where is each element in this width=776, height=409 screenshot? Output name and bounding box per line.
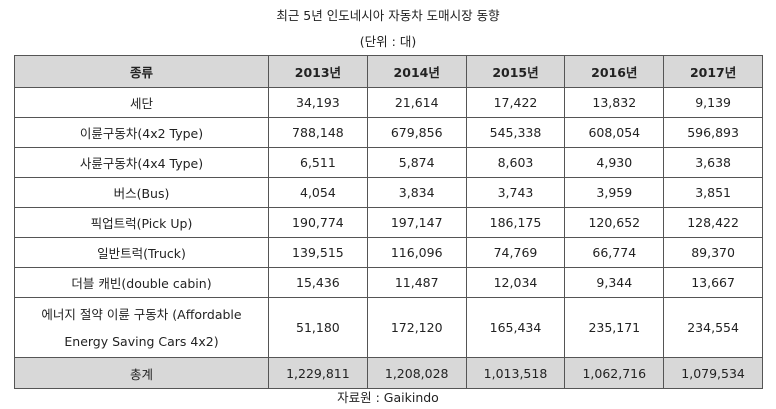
total-cell: 1,208,028: [366, 357, 467, 389]
table-cell: 13,667: [663, 267, 763, 298]
row-label: 이륜구동차(4x2 Type): [14, 117, 269, 148]
table-cell: 15,436: [268, 267, 368, 298]
document-title: 최근 5년 인도네시아 자동차 도매시장 동향: [276, 8, 500, 23]
table-cell: 34,193: [268, 87, 368, 118]
sales-table: 종류 2013년 2014년 2015년 2016년 2017년 세단 34,1…: [14, 55, 763, 389]
table-cell: 679,856: [366, 117, 467, 148]
table-cell: 165,434: [465, 297, 566, 358]
row-label: 더블 캐빈(double cabin): [14, 267, 269, 298]
table-cell: 12,034: [465, 267, 566, 298]
table-cell: 21,614: [366, 87, 467, 118]
row-label: 버스(Bus): [14, 177, 269, 208]
row-label: 에너지 절약 이륜 구동차 (Affordable Energy Saving …: [14, 297, 269, 358]
table-cell: 234,554: [663, 297, 763, 358]
total-cell: 1,229,811: [268, 357, 368, 389]
row-label: 픽업트럭(Pick Up): [14, 207, 269, 238]
source-note: 자료원 : Gaikindo: [337, 390, 439, 405]
table-cell: 186,175: [465, 207, 566, 238]
table-cell: 3,851: [663, 177, 763, 208]
total-cell: 1,062,716: [564, 357, 665, 389]
table-cell: 11,487: [366, 267, 467, 298]
table-cell: 128,422: [663, 207, 763, 238]
table-cell: 116,096: [366, 237, 467, 268]
column-header-2016: 2016년: [564, 55, 665, 88]
table-header-row: 종류 2013년 2014년 2015년 2016년 2017년: [14, 55, 763, 88]
table-cell: 172,120: [366, 297, 467, 358]
table-cell: 545,338: [465, 117, 566, 148]
table-row: 세단 34,193 21,614 17,422 13,832 9,139: [14, 87, 763, 118]
column-header-2017: 2017년: [663, 55, 763, 88]
total-row: 총계 1,229,811 1,208,028 1,013,518 1,062,7…: [14, 357, 763, 389]
table-cell: 66,774: [564, 237, 665, 268]
table-row: 일반트럭(Truck) 139,515 116,096 74,769 66,77…: [14, 237, 763, 268]
table-row: 버스(Bus) 4,054 3,834 3,743 3,959 3,851: [14, 177, 763, 208]
row-label: 사륜구동차(4x4 Type): [14, 147, 269, 178]
table-cell: 5,874: [366, 147, 467, 178]
table-cell: 788,148: [268, 117, 368, 148]
column-header-2014: 2014년: [366, 55, 467, 88]
table-cell: 89,370: [663, 237, 763, 268]
table-cell: 608,054: [564, 117, 665, 148]
column-header-2013: 2013년: [268, 55, 368, 88]
table-row: 픽업트럭(Pick Up) 190,774 197,147 186,175 12…: [14, 207, 763, 238]
table-cell: 4,054: [268, 177, 368, 208]
table-cell: 190,774: [268, 207, 368, 238]
table-cell: 235,171: [564, 297, 665, 358]
table-cell: 17,422: [465, 87, 566, 118]
table-cell: 8,603: [465, 147, 566, 178]
table-cell: 139,515: [268, 237, 368, 268]
unit-note: (단위 : 대): [359, 34, 417, 49]
table-cell: 6,511: [268, 147, 368, 178]
table-cell: 3,743: [465, 177, 566, 208]
column-header-type: 종류: [14, 55, 269, 88]
row-label: 일반트럭(Truck): [14, 237, 269, 268]
table-cell: 13,832: [564, 87, 665, 118]
total-label: 총계: [14, 357, 269, 389]
table-cell: 3,959: [564, 177, 665, 208]
table-row: 에너지 절약 이륜 구동차 (Affordable Energy Saving …: [14, 297, 763, 358]
table-cell: 4,930: [564, 147, 665, 178]
table-row: 사륜구동차(4x4 Type) 6,511 5,874 8,603 4,930 …: [14, 147, 763, 178]
table-cell: 3,834: [366, 177, 467, 208]
table-cell: 9,139: [663, 87, 763, 118]
table-cell: 74,769: [465, 237, 566, 268]
table-cell: 197,147: [366, 207, 467, 238]
table-cell: 596,893: [663, 117, 763, 148]
table-cell: 9,344: [564, 267, 665, 298]
table-cell: 3,638: [663, 147, 763, 178]
column-header-2015: 2015년: [465, 55, 566, 88]
table-row: 이륜구동차(4x2 Type) 788,148 679,856 545,338 …: [14, 117, 763, 148]
row-label: 세단: [14, 87, 269, 118]
table-cell: 51,180: [268, 297, 368, 358]
table-row: 더블 캐빈(double cabin) 15,436 11,487 12,034…: [14, 267, 763, 298]
table-cell: 120,652: [564, 207, 665, 238]
total-cell: 1,079,534: [663, 357, 763, 389]
total-cell: 1,013,518: [465, 357, 566, 389]
